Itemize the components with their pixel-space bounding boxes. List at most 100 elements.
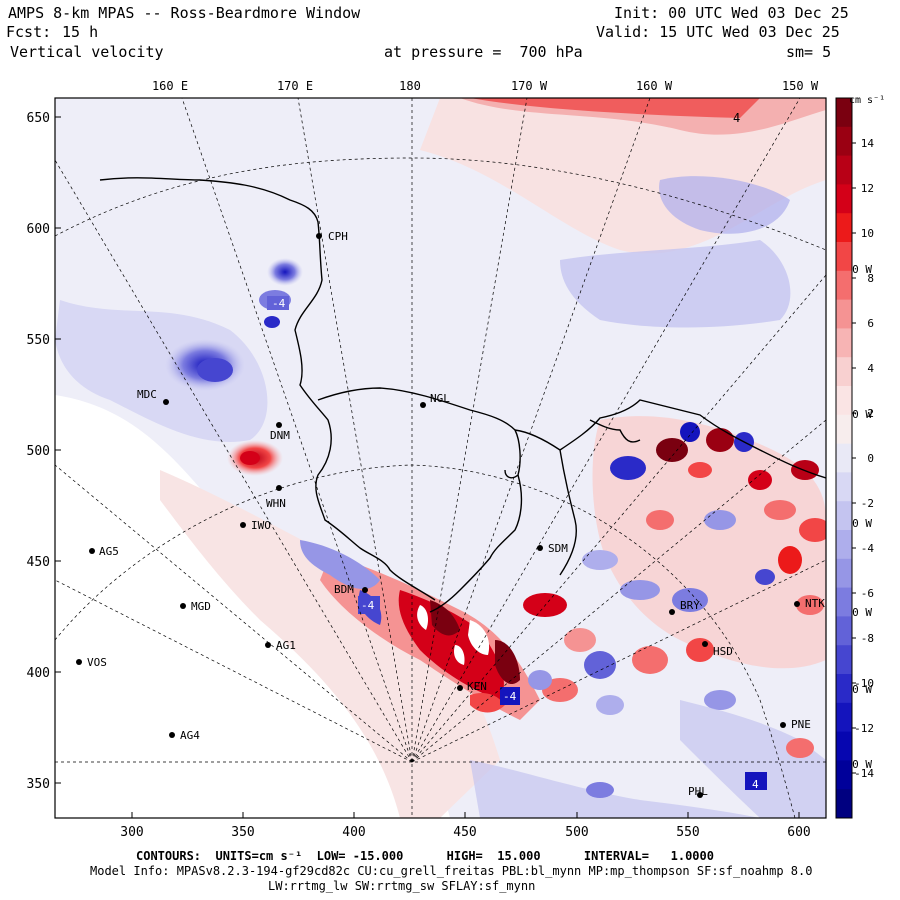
y-axis-ticks: 650 600 550 500 450 400 350 (27, 111, 50, 792)
colorbar-tick-label: -14 (854, 767, 874, 780)
colorbar-tick-label: 10 (861, 227, 874, 240)
x-axis-ticks: 300 350 400 450 500 550 600 (120, 825, 810, 840)
pressure-level: at pressure = 700 hPa (384, 43, 583, 61)
station-label: NTK (805, 597, 825, 610)
y-tick-label: 550 (27, 333, 50, 348)
contour-label: -4 (272, 297, 286, 310)
colorbar-units: cm s⁻¹ (849, 95, 885, 106)
colorbar-tick-label: -8 (861, 632, 874, 645)
colorbar-swatch (836, 184, 852, 214)
smoothing: sm= 5 (786, 43, 832, 61)
map-title: AMPS 8-km MPAS -- Ross-Beardmore Window (8, 4, 361, 22)
colorbar-swatch (836, 357, 852, 387)
colorbar-tick-label: 8 (867, 272, 874, 285)
station-marker (420, 402, 426, 408)
station-label: WHN (266, 497, 286, 510)
field-layer (55, 98, 826, 818)
colorbar-swatch (836, 443, 852, 473)
forecast-label: Fcst: (6, 23, 52, 41)
station-label: AG5 (99, 545, 119, 558)
station-marker (163, 399, 169, 405)
station-label: NGL (430, 392, 450, 405)
station-marker (180, 603, 186, 609)
y-tick-label: 350 (27, 777, 50, 792)
colorbar-swatch (836, 270, 852, 301)
forecast-hour: 15 h (62, 23, 99, 41)
station-label: PNE (791, 718, 811, 731)
colorbar-swatch (836, 501, 852, 531)
x-tick-label: 300 (120, 825, 143, 840)
colorbar-tick-label: 4 (867, 362, 874, 375)
colorbar-tick-label: 12 (861, 182, 874, 195)
contour-label: 4 (733, 111, 740, 125)
colorbar-swatch (836, 587, 852, 617)
station-label: SDM (548, 542, 568, 555)
colorbar-swatch (836, 386, 852, 416)
colorbar-swatch (836, 98, 852, 128)
colorbar-swatch (836, 731, 852, 761)
lon-label: 180 (399, 79, 421, 93)
colorbar-tick-label: -4 (861, 542, 875, 555)
model-info: Model Info: MPASv8.2.3-194-gf29cd82c CU:… (90, 864, 813, 878)
station-label: DNM (270, 429, 290, 442)
colorbar-tick-label: -6 (861, 587, 874, 600)
colorbar-tick-label: -12 (854, 722, 874, 735)
x-tick-label: 500 (565, 825, 588, 840)
colorbar-tick-label: 2 (867, 407, 874, 420)
lon-label: 160 E (152, 79, 188, 93)
colorbar-swatch (836, 530, 852, 560)
lon-label: 150 W (782, 79, 819, 93)
lon-label: 160 W (636, 79, 673, 93)
y-tick-label: 500 (27, 444, 50, 459)
contour-label: 4 (752, 778, 759, 791)
y-tick-label: 450 (27, 555, 50, 570)
station-marker (265, 642, 271, 648)
station-label: BDM (334, 583, 354, 596)
colorbar-swatch (836, 472, 852, 502)
lon-label: 170 E (277, 79, 313, 93)
y-tick-label: 600 (27, 222, 50, 237)
station-marker (537, 545, 543, 551)
colorbar-swatch (836, 558, 852, 589)
y-tick-label: 650 (27, 111, 50, 126)
x-tick-label: 400 (342, 825, 365, 840)
contour-label: -4 (503, 690, 517, 703)
station-label: BRY (680, 599, 700, 612)
station-label: MDC (137, 388, 157, 401)
station-label: KEN (467, 680, 487, 693)
station-label: CPH (328, 230, 348, 243)
colorbar-swatch (836, 155, 852, 185)
y-tick-label: 400 (27, 666, 50, 681)
station-marker (276, 485, 282, 491)
contour-info: CONTOURS: UNITS=cm s⁻¹ LOW= -15.000 HIGH… (136, 849, 714, 863)
radiation-info: LW:rrtmg_lw SW:rrtmg_sw SFLAY:sf_mynn (268, 879, 536, 893)
x-tick-label: 600 (787, 825, 810, 840)
colorbar-tick-label: 0 (867, 452, 874, 465)
station-marker (316, 233, 322, 239)
station-label: MGD (191, 600, 211, 613)
colorbar-swatch (836, 414, 852, 445)
station-marker (76, 659, 82, 665)
x-tick-label: 450 (453, 825, 476, 840)
colorbar-swatch (836, 616, 852, 646)
colorbar-tick-label: -10 (854, 677, 874, 690)
colorbar-tick-label: -2 (861, 497, 874, 510)
colorbar-tick-label: 6 (867, 317, 874, 330)
init-time: Init: 00 UTC Wed 03 Dec 25 (614, 4, 849, 22)
station-label: AG4 (180, 729, 200, 742)
station-marker (794, 601, 800, 607)
stations: CPH MDC NGL WHN IWO AG5 MGD AG1 VOS AG4 … (76, 230, 825, 798)
station-marker (697, 792, 703, 798)
station-marker (780, 722, 786, 728)
colorbar (835, 97, 853, 819)
colorbar-swatch (836, 242, 852, 272)
colorbar-swatch (836, 299, 852, 329)
station-label: IWO (251, 519, 271, 532)
field-name: Vertical velocity (10, 43, 164, 61)
station-marker (669, 609, 675, 615)
lon-labels-top: 160 E 170 E 180 170 W 160 W 150 W (152, 79, 819, 93)
x-tick-label: 350 (231, 825, 254, 840)
valid-time: Valid: 15 UTC Wed 03 Dec 25 (596, 23, 840, 41)
station-marker (276, 422, 282, 428)
